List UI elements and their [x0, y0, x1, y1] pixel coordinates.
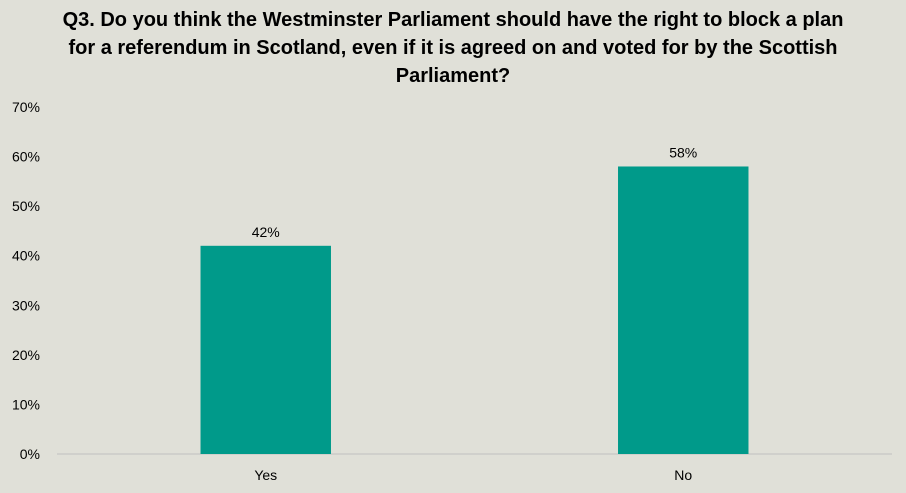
y-tick-label: 20%: [12, 347, 40, 363]
chart-title: Q3. Do you think the Westminster Parliam…: [62, 9, 844, 87]
bar-yes: [200, 245, 331, 454]
y-tick-label: 50%: [12, 198, 40, 214]
y-tick-label: 70%: [12, 99, 40, 115]
y-tick-label: 10%: [12, 396, 40, 412]
data-label: 58%: [669, 144, 697, 160]
y-tick-label: 0%: [20, 446, 40, 462]
y-tick-label: 40%: [12, 248, 40, 264]
x-category-label: Yes: [254, 467, 277, 483]
y-tick-label: 30%: [12, 297, 40, 313]
data-label: 42%: [252, 224, 280, 240]
x-category-label: No: [674, 467, 692, 483]
bar-no: [618, 166, 749, 454]
y-tick-label: 60%: [12, 149, 40, 165]
